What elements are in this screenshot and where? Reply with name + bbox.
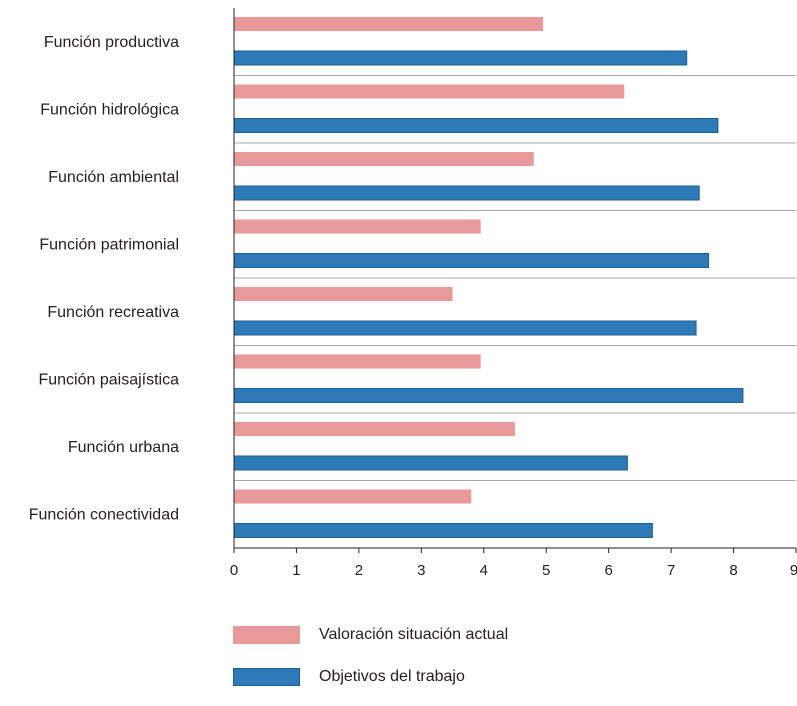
bar-objective: [233, 320, 697, 336]
bar-current: [234, 489, 472, 504]
bar-objective: [233, 388, 744, 403]
bar-objective: [233, 253, 710, 268]
category-label: Función urbana: [68, 439, 179, 456]
x-tick-label: 3: [417, 562, 425, 579]
bar-objective: [233, 455, 628, 471]
legend-swatch-current: [233, 626, 300, 644]
legend-item-current: Valoración situación actual: [233, 622, 508, 648]
category-label: Función productiva: [44, 34, 179, 51]
x-tick-label: 4: [480, 562, 488, 579]
legend: Valoración situación actual Objetivos de…: [233, 622, 508, 706]
bar-current: [234, 287, 453, 301]
category-label: Función conectividad: [29, 506, 179, 523]
bar-current: [234, 84, 625, 99]
chart: Función productiva Función hidrológica Fun…: [29, 8, 797, 579]
category-label: Función patrimonial: [39, 236, 179, 253]
bar-current: [234, 354, 481, 369]
category-labels: Función productiva Función hidrológica Fun…: [29, 34, 179, 524]
category-label: Función hidrológica: [40, 101, 179, 118]
legend-label-objectives: Objetivos del trabajo: [319, 668, 465, 685]
bar-current: [234, 219, 481, 234]
category-label: Función recreativa: [47, 304, 179, 321]
category-separators: [234, 75, 796, 481]
bar-objective: [233, 50, 688, 66]
bar-current: [234, 422, 515, 436]
legend-swatch-objectives: [233, 668, 300, 686]
legend-item-objectives: Objetivos del trabajo: [233, 664, 508, 690]
x-tick-label: 5: [542, 562, 550, 579]
bar-current: [234, 152, 534, 166]
bar-objective: [233, 185, 700, 201]
x-tick-label: 0: [230, 562, 238, 579]
x-axis: 0 1 2 3 4 5 6 7 8 9: [230, 8, 797, 579]
x-tick-label: 9: [790, 562, 797, 579]
x-tick-label: 6: [604, 562, 612, 579]
category-label: Función paisajística: [38, 371, 179, 388]
legend-label-current: Valoración situación actual: [319, 626, 509, 643]
bars: [233, 17, 744, 538]
x-tick-label: 7: [667, 562, 675, 579]
x-tick-label: 1: [292, 562, 300, 579]
bar-objective: [233, 118, 719, 133]
bar-objective: [233, 523, 653, 538]
x-tick-label: 8: [729, 562, 737, 579]
category-label: Función ambiental: [48, 169, 179, 186]
x-tick-label: 2: [355, 562, 363, 579]
bar-current: [234, 17, 544, 31]
